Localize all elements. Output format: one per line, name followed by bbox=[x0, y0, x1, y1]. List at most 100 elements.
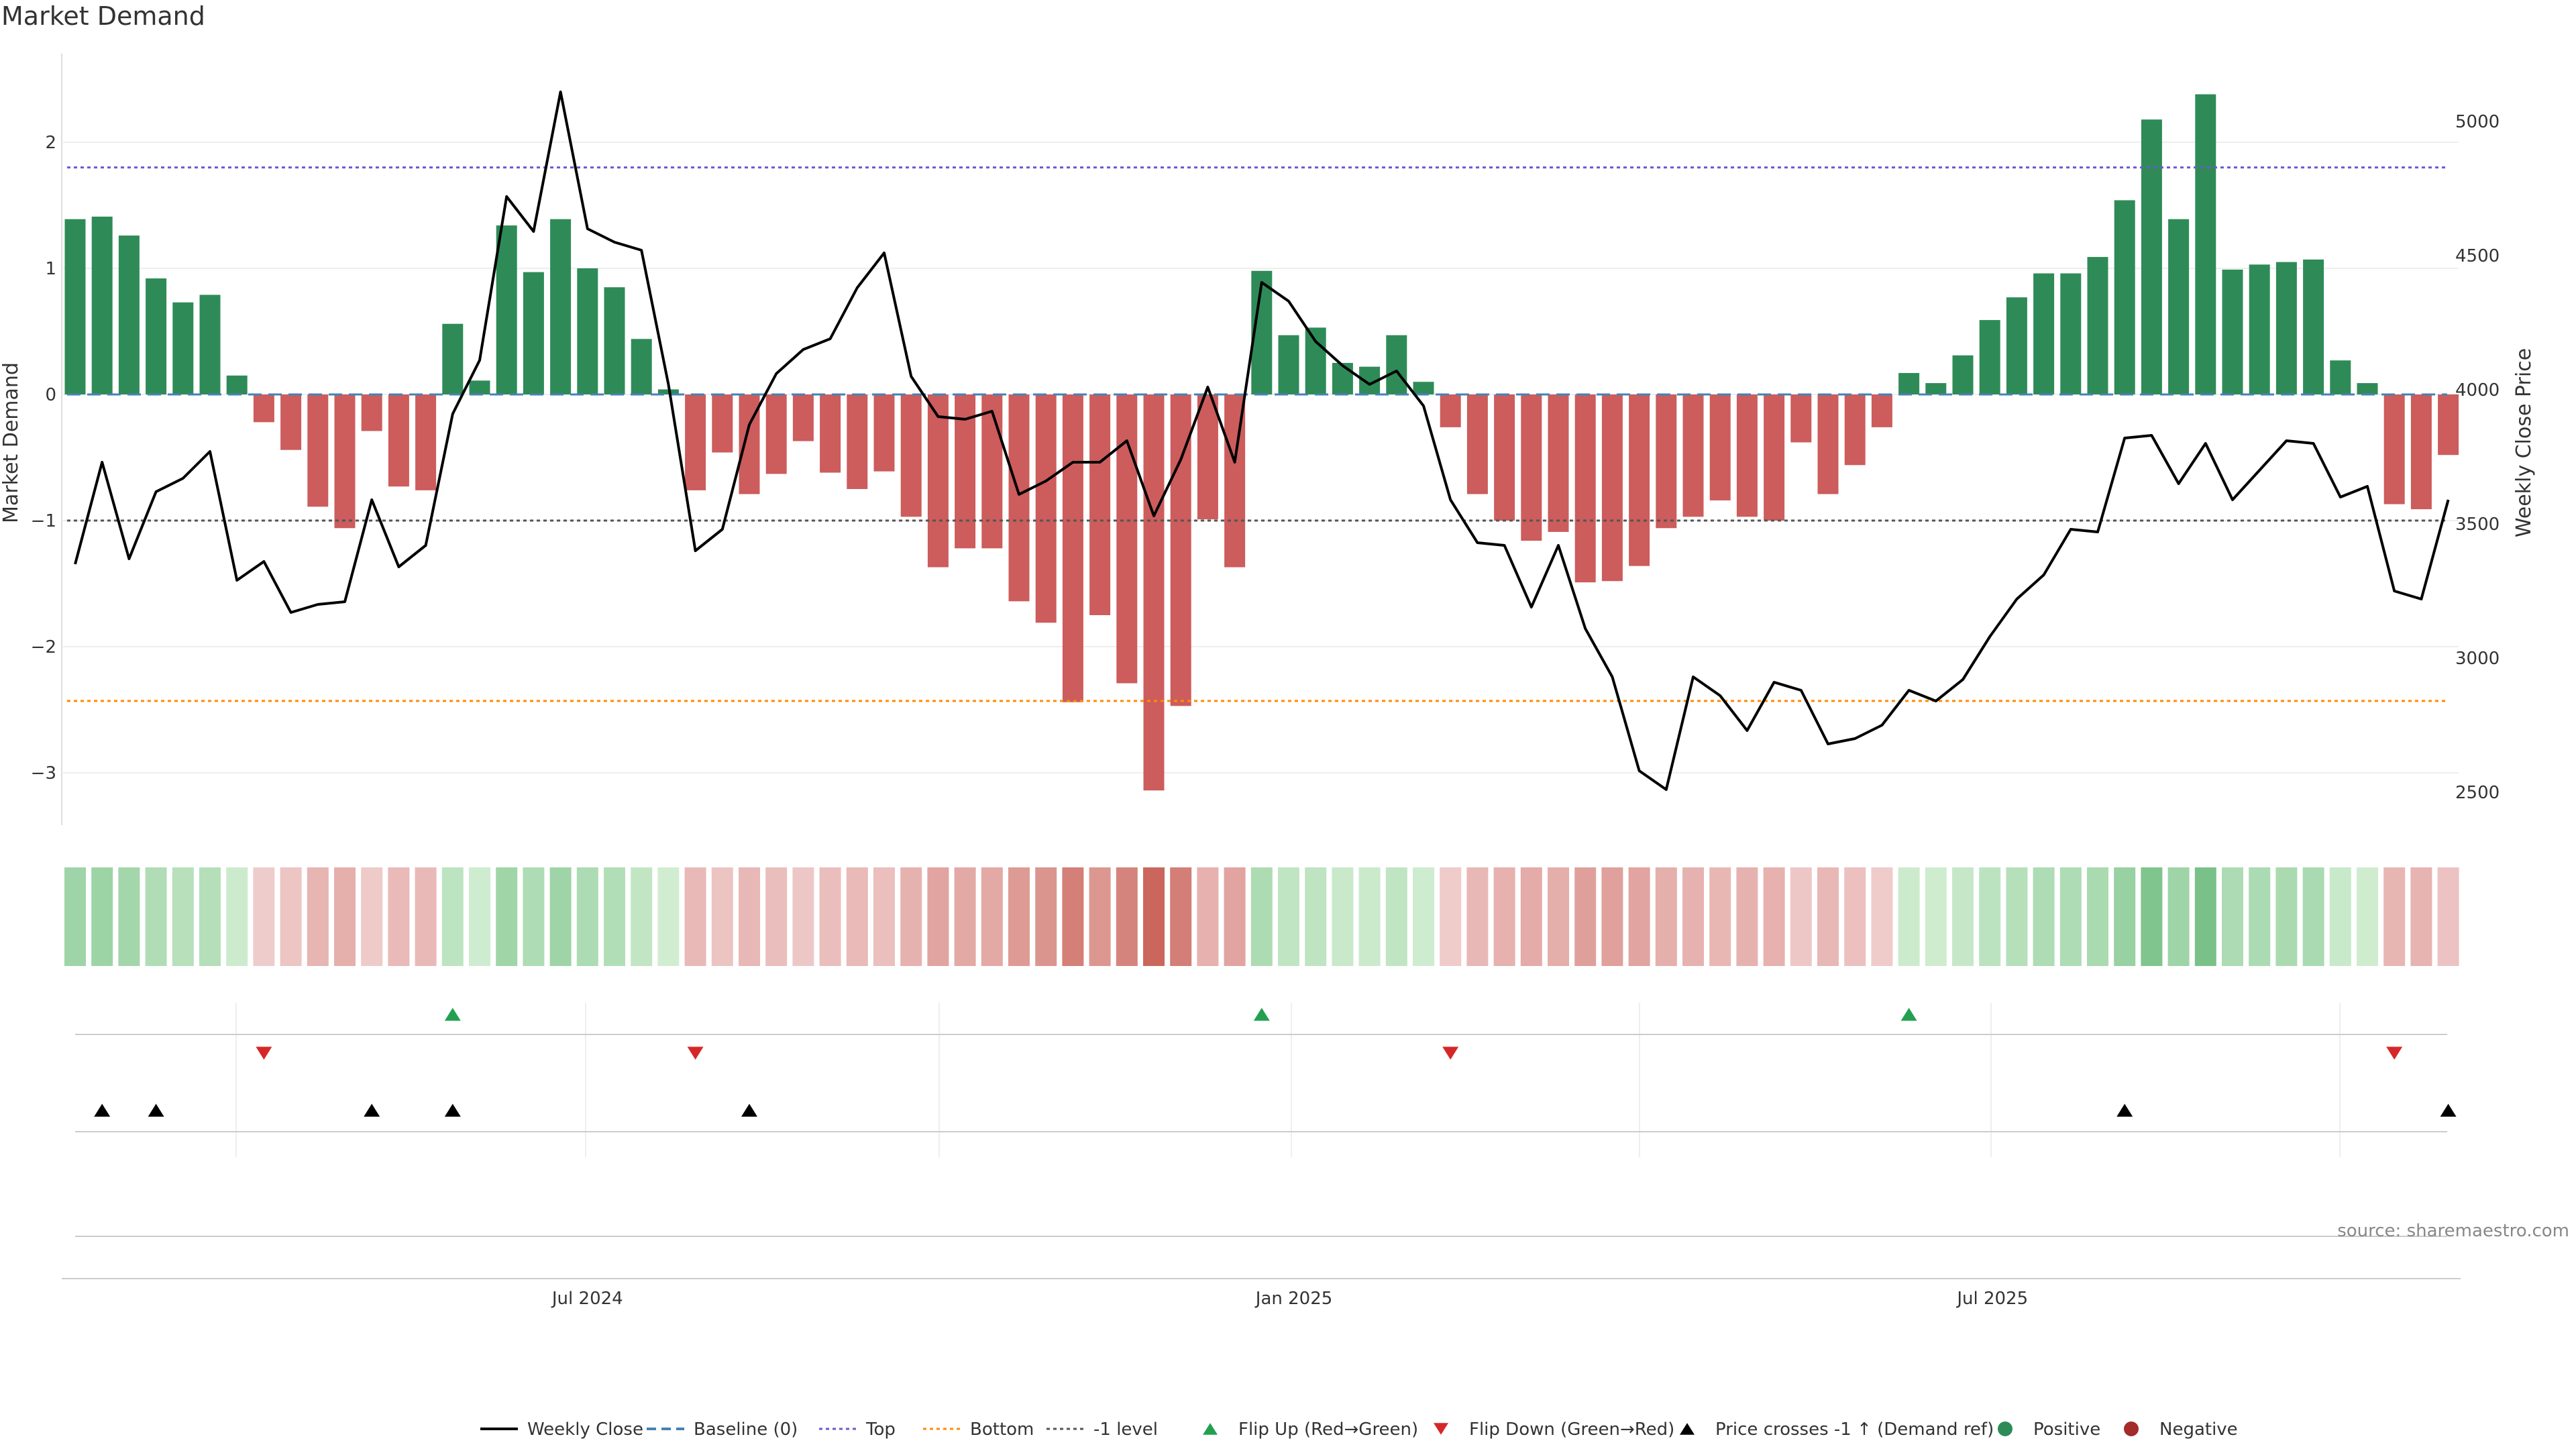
demand-bar bbox=[2033, 273, 2055, 394]
heat-cell bbox=[2357, 867, 2378, 966]
demand-bar bbox=[1278, 335, 1299, 394]
heat-cell bbox=[900, 867, 922, 966]
demand-bar bbox=[847, 394, 868, 489]
heat-cell bbox=[2033, 867, 2055, 966]
heat-cell bbox=[91, 867, 113, 966]
legend-label: Positive bbox=[2033, 1419, 2100, 1440]
y-tick-label: 2 bbox=[45, 133, 56, 153]
demand-bar bbox=[1466, 394, 1488, 494]
heat-cell bbox=[469, 867, 490, 966]
demand-bar bbox=[334, 394, 356, 529]
heat-cell bbox=[226, 867, 248, 966]
heat-cell bbox=[1035, 867, 1057, 966]
heat-cell bbox=[1305, 867, 1327, 966]
demand-bar bbox=[1143, 394, 1165, 791]
heat-cell bbox=[2194, 867, 2216, 966]
chart-title: Market Demand bbox=[1, 1, 205, 31]
heat-cell bbox=[2249, 867, 2271, 966]
demand-bar bbox=[199, 294, 221, 394]
demand-bar bbox=[2438, 394, 2459, 455]
legend-swatch bbox=[1203, 1423, 1218, 1435]
demand-bar bbox=[1790, 394, 1812, 443]
heat-cell bbox=[1440, 867, 1462, 966]
heat-cell bbox=[819, 867, 841, 966]
demand-bar bbox=[2383, 394, 2405, 504]
price-cross-marker bbox=[2116, 1104, 2133, 1117]
heat-cell bbox=[2275, 867, 2298, 966]
demand-bar bbox=[307, 394, 329, 507]
flip-down-marker bbox=[256, 1046, 272, 1060]
heat-cell bbox=[981, 867, 1003, 966]
demand-bar bbox=[550, 219, 572, 394]
heat-cell bbox=[145, 867, 167, 966]
demand-bar bbox=[792, 394, 814, 441]
heat-cell bbox=[711, 867, 733, 966]
heat-cell bbox=[1925, 867, 1947, 966]
demand-bar bbox=[1197, 394, 1218, 520]
heat-cell bbox=[2437, 867, 2459, 966]
demand-bar bbox=[1035, 394, 1057, 623]
demand-bar bbox=[1116, 394, 1138, 684]
demand-bar bbox=[2060, 273, 2082, 394]
demand-bar bbox=[2087, 257, 2108, 394]
demand-bar bbox=[1521, 394, 1542, 541]
demand-bar bbox=[1574, 394, 1596, 583]
demand-bar bbox=[388, 394, 409, 487]
x-tick-label: Jul 2024 bbox=[551, 1289, 623, 1309]
demand-bar bbox=[91, 216, 113, 394]
flip-down-marker bbox=[2386, 1046, 2403, 1060]
demand-bar bbox=[442, 323, 464, 394]
heat-cell bbox=[2410, 867, 2432, 966]
demand-bar bbox=[1709, 394, 1731, 500]
heat-cell bbox=[684, 867, 706, 966]
legend-label: Flip Up (Red→Green) bbox=[1238, 1419, 1418, 1440]
heat-cell bbox=[1062, 867, 1084, 966]
demand-bar bbox=[2303, 259, 2324, 394]
heat-cell bbox=[1170, 867, 1192, 966]
demand-bar bbox=[631, 339, 652, 394]
demand-bar bbox=[2357, 383, 2378, 394]
heat-cell bbox=[873, 867, 895, 966]
heat-cell bbox=[846, 867, 868, 966]
heat-cell bbox=[1008, 867, 1030, 966]
flip-up-marker bbox=[444, 1008, 461, 1021]
demand-bar bbox=[2410, 394, 2432, 510]
demand-bar bbox=[226, 375, 248, 394]
demand-bar bbox=[1386, 335, 1407, 394]
heat-cell bbox=[1358, 867, 1381, 966]
demand-bar bbox=[1844, 394, 1866, 466]
heat-cell bbox=[388, 867, 410, 966]
demand-bar bbox=[415, 394, 437, 490]
heat-cell bbox=[118, 867, 140, 966]
heat-cell bbox=[1682, 867, 1704, 966]
demand-bar bbox=[1170, 394, 1191, 706]
heat-cell bbox=[1385, 867, 1407, 966]
heat-cell bbox=[2167, 867, 2190, 966]
heat-cell bbox=[1089, 867, 1111, 966]
heat-cell bbox=[1871, 867, 1893, 966]
legend-label: Flip Down (Green→Red) bbox=[1469, 1419, 1674, 1440]
demand-bar bbox=[1494, 394, 1515, 521]
heat-cell bbox=[1466, 867, 1489, 966]
heat-cell bbox=[2383, 867, 2406, 966]
y-tick-label: 1 bbox=[45, 259, 56, 279]
y-tick-label: 0 bbox=[45, 385, 56, 405]
demand-bar bbox=[1629, 394, 1650, 566]
heat-cell bbox=[2302, 867, 2324, 966]
price-cross-marker bbox=[148, 1104, 164, 1117]
heat-cell bbox=[765, 867, 788, 966]
heat-cell bbox=[253, 867, 275, 966]
heat-cell bbox=[1709, 867, 1731, 966]
heat-cell bbox=[576, 867, 598, 966]
heat-cell bbox=[199, 867, 221, 966]
legend-swatch bbox=[1998, 1421, 2012, 1436]
heat-cell bbox=[280, 867, 302, 966]
legend-label: Bottom bbox=[970, 1419, 1034, 1440]
heat-cell bbox=[1278, 867, 1299, 966]
demand-bar bbox=[1062, 394, 1083, 702]
heat-cell bbox=[64, 867, 86, 966]
heat-cell bbox=[954, 867, 976, 966]
demand-bar bbox=[1925, 383, 1947, 394]
source-label: source: sharemaestro.com bbox=[2337, 1221, 2569, 1241]
demand-bar bbox=[577, 268, 598, 394]
